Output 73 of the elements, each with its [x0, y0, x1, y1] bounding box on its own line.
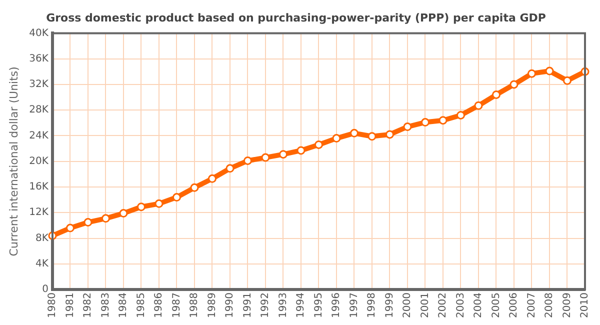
point	[119, 209, 128, 218]
point	[208, 174, 216, 183]
x-tick-label: 1998	[366, 292, 378, 318]
x-tick-label: 1987	[171, 292, 182, 318]
point	[101, 214, 110, 223]
x-tick-label: 2008	[544, 292, 556, 318]
x-tick-label: 2009	[562, 292, 573, 318]
x-tick-label: 1994	[296, 292, 307, 318]
x-tick-label: 2001	[420, 292, 431, 318]
point	[545, 66, 554, 76]
point	[403, 122, 412, 132]
y-axis-title: Current international dollar (Units)	[7, 66, 20, 256]
x-tick-label: 1983	[100, 292, 112, 318]
x-tick-label: 1993	[278, 292, 289, 318]
x-tick-label: 1990	[224, 292, 236, 318]
point	[66, 224, 74, 232]
point	[84, 218, 92, 227]
y-tick-label: 20K	[29, 156, 49, 167]
x-tick-label: 2000	[402, 292, 414, 318]
x-tick-label: 2002	[438, 292, 449, 318]
chart-title: Gross domestic product based on purchasing-power-parity (PPP) per capita GDP	[46, 11, 546, 24]
y-tick-label: 32K	[29, 79, 49, 90]
x-tick-label: 2003	[455, 292, 466, 318]
y-tick-label: 28K	[29, 104, 49, 116]
point	[368, 132, 376, 141]
point	[563, 76, 572, 85]
x-tick-label: 1982	[82, 292, 94, 318]
y-tick-label: 40K	[29, 28, 49, 39]
x-tick-label: 1996	[331, 292, 342, 318]
x-tick-label: 1997	[348, 292, 360, 318]
x-tick-label: 1986	[154, 292, 165, 318]
point	[528, 69, 536, 78]
point	[172, 193, 181, 202]
x-tick-label: 1989	[206, 292, 218, 318]
point	[190, 183, 199, 192]
point	[350, 128, 358, 138]
y-tick-label: 16K	[29, 182, 49, 193]
x-tick-label: 2007	[526, 292, 538, 318]
x-tick-label: 2005	[490, 292, 502, 318]
y-tick-label: 8K	[36, 232, 49, 244]
point	[332, 134, 341, 143]
y-tick-label: 24K	[29, 130, 49, 142]
point	[314, 140, 323, 149]
y-tick-label: 12K	[29, 207, 49, 218]
point	[385, 130, 394, 139]
point	[136, 202, 146, 212]
point	[154, 199, 164, 208]
x-tick-label: 1995	[313, 292, 324, 318]
x-tick-label: 1985	[136, 292, 147, 318]
point	[492, 90, 500, 99]
y-tick-label: 4K	[36, 258, 49, 270]
point	[510, 80, 518, 89]
point	[456, 110, 465, 120]
x-tick-label: 2010	[580, 292, 591, 318]
x-tick-label: 1988	[189, 292, 200, 318]
point	[261, 153, 270, 162]
point	[243, 156, 252, 165]
x-tick-label: 1980	[47, 292, 58, 318]
point	[438, 116, 448, 125]
point	[296, 146, 306, 155]
x-tick-label: 1999	[384, 292, 396, 318]
point	[226, 164, 234, 173]
y-tick-label: 0	[42, 284, 48, 296]
x-tick-label: 1984	[118, 292, 130, 318]
y-tick-label: 36K	[29, 53, 49, 64]
x-tick-label: 1981	[64, 292, 76, 318]
point	[278, 150, 288, 159]
x-tick-label: 1992	[260, 292, 272, 318]
x-tick-label: 2006	[508, 292, 520, 318]
point	[474, 101, 483, 110]
point	[420, 118, 430, 127]
x-tick-label: 2004	[473, 292, 484, 318]
x-tick-label: 1991	[242, 292, 254, 318]
